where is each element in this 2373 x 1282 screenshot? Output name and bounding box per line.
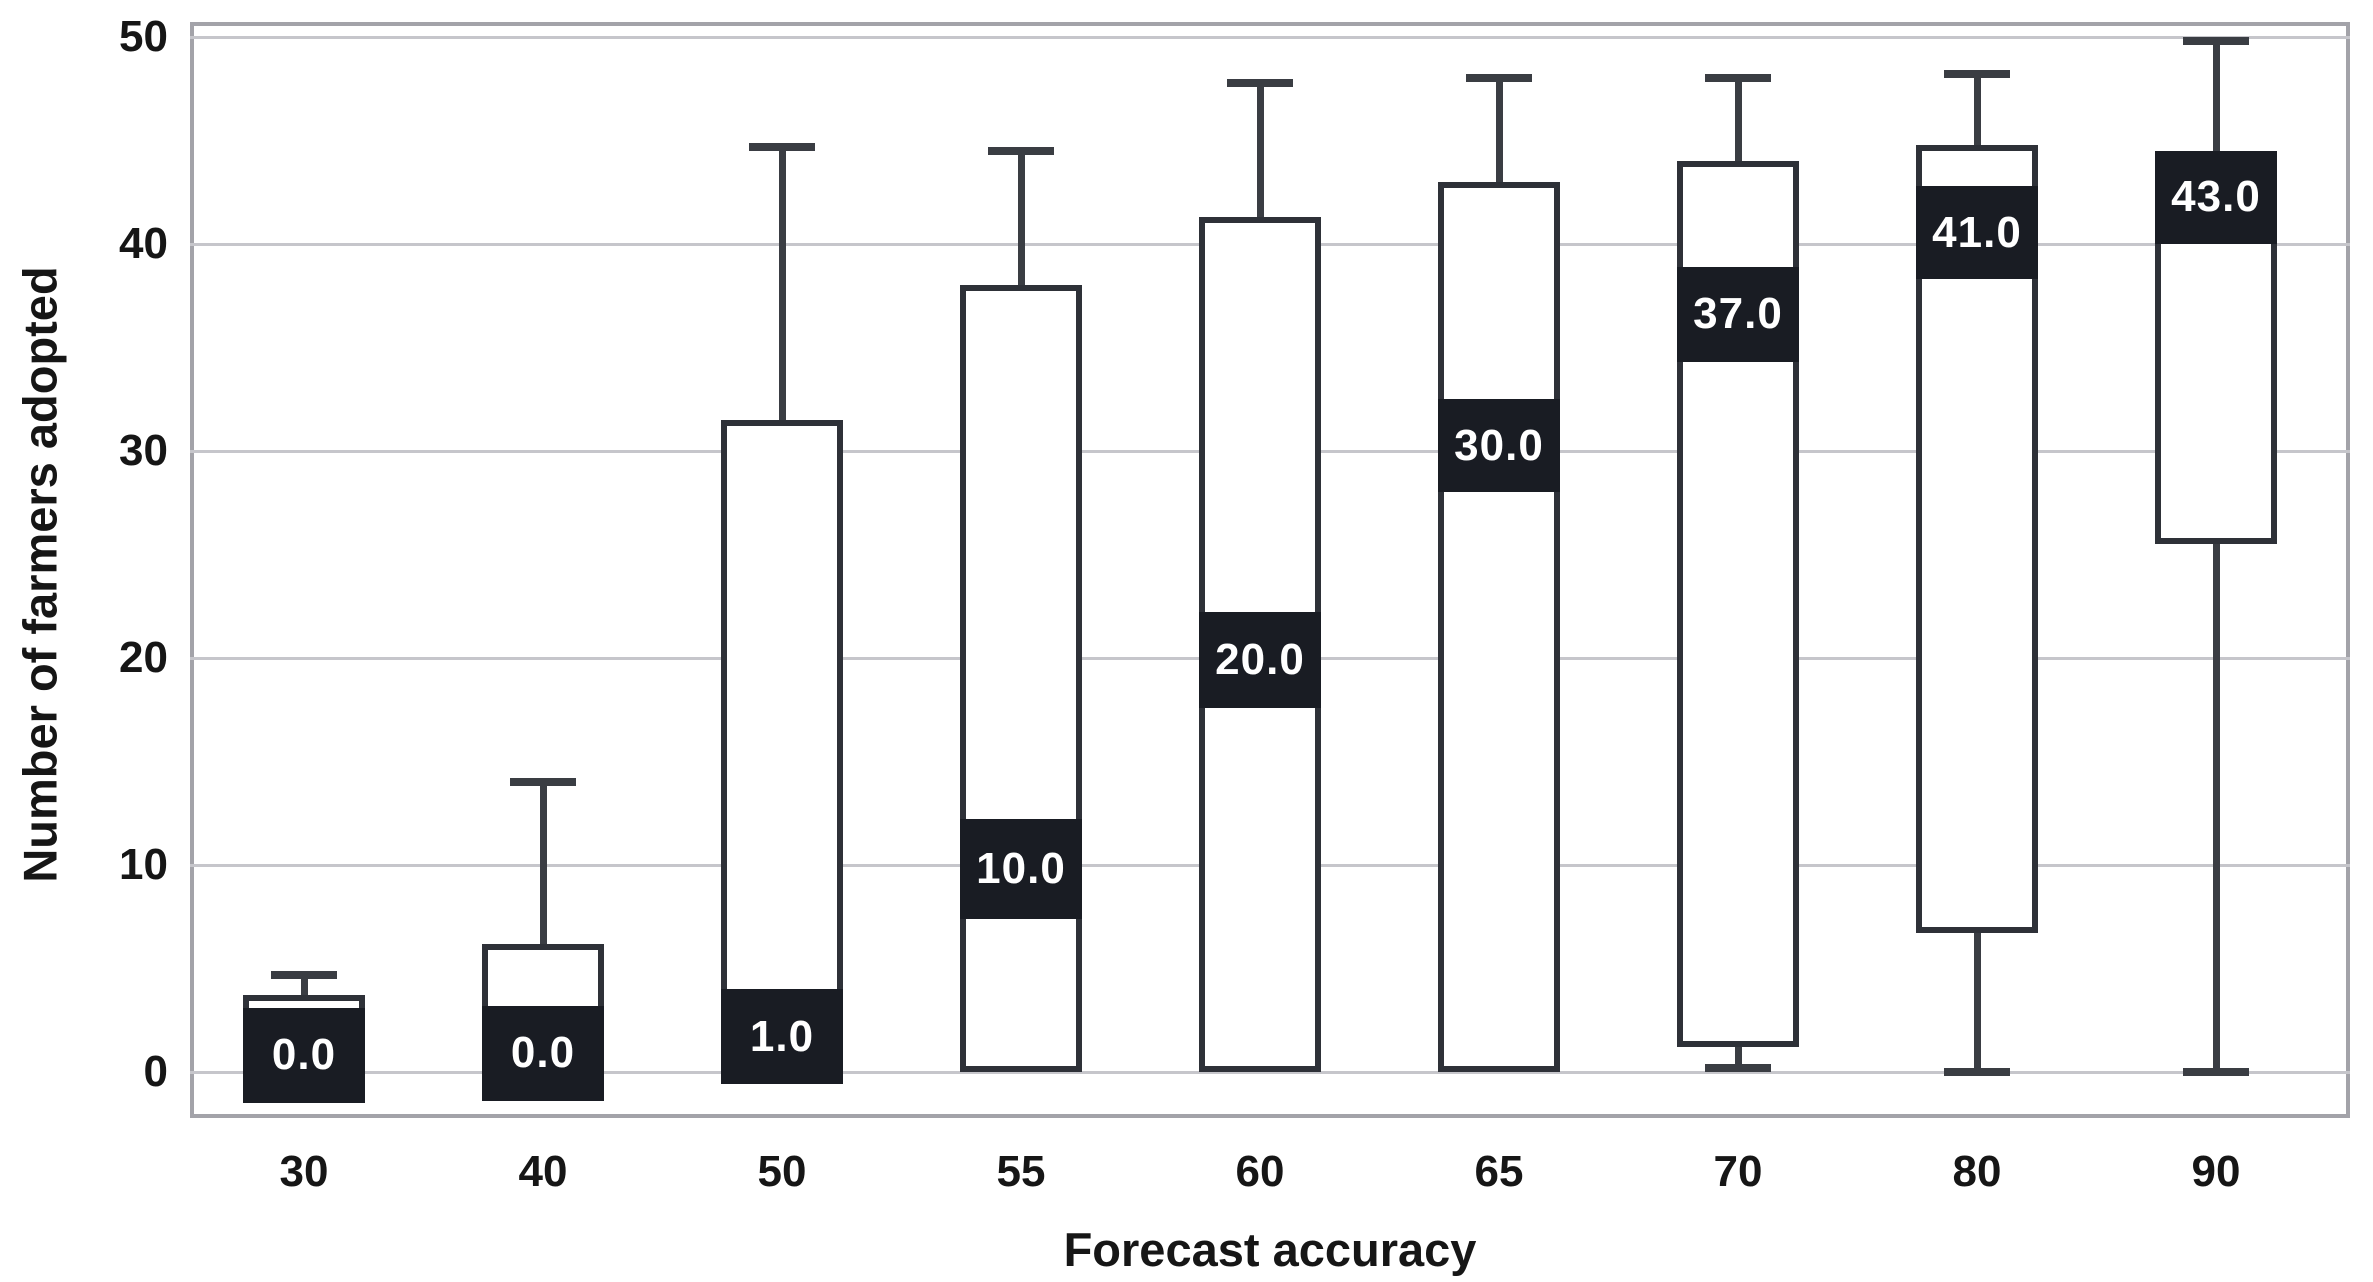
median-band-55: 10.0	[960, 819, 1082, 919]
upper-whisker-cap	[1227, 78, 1293, 87]
y-tick-40: 40	[119, 219, 168, 268]
median-label-70: 37.0	[1693, 289, 1783, 339]
lower-whisker-cap	[1944, 1068, 2010, 1076]
upper-whisker-cap	[1944, 70, 2010, 79]
upper-whisker-cap	[271, 970, 337, 979]
upper-whisker	[778, 146, 786, 420]
y-tick-30: 30	[119, 426, 168, 475]
upper-whisker	[1973, 74, 1981, 145]
median-band-90: 43.0	[2155, 150, 2277, 244]
median-label-90: 43.0	[2171, 172, 2261, 222]
upper-whisker	[300, 974, 308, 996]
x-tick-40: 40	[518, 1147, 568, 1196]
y-axis-title: Number of farmers adopted	[13, 266, 67, 883]
y-tick-50: 50	[119, 12, 168, 61]
median-label-40: 0.0	[510, 1028, 576, 1078]
gridline-0	[190, 1070, 2350, 1074]
upper-whisker-cap	[510, 778, 576, 787]
box-50	[721, 419, 843, 1085]
upper-whisker-cap	[1466, 74, 1532, 83]
median-band-30: 0.0	[243, 1007, 365, 1104]
plot-area	[190, 22, 2350, 1118]
median-band-70: 37.0	[1677, 266, 1799, 362]
median-band-60: 20.0	[1199, 612, 1321, 708]
x-tick-70: 70	[1713, 1147, 1763, 1196]
upper-whisker-cap	[2183, 37, 2249, 46]
x-tick-30: 30	[279, 1147, 329, 1196]
x-tick-90: 90	[2191, 1147, 2241, 1196]
box-65	[1438, 181, 1560, 1072]
upper-whisker	[1734, 78, 1742, 162]
median-band-65: 30.0	[1438, 399, 1560, 493]
upper-whisker-cap	[1705, 74, 1771, 83]
lower-whisker-cap	[1705, 1063, 1771, 1072]
median-label-55: 10.0	[976, 844, 1066, 894]
x-axis-title: Forecast accuracy	[1063, 1223, 1477, 1276]
median-label-50: 1.0	[749, 1011, 815, 1061]
median-label-60: 20.0	[1215, 635, 1305, 685]
lower-whisker	[1973, 933, 1981, 1072]
x-tick-80: 80	[1952, 1147, 2002, 1196]
lower-whisker	[1734, 1047, 1742, 1068]
y-tick-0: 0	[143, 1047, 168, 1096]
upper-whisker	[1017, 150, 1025, 286]
median-label-30: 0.0	[271, 1030, 337, 1080]
box-55	[960, 285, 1082, 1072]
x-tick-60: 60	[1235, 1147, 1285, 1196]
upper-whisker	[1495, 78, 1503, 182]
median-label-65: 30.0	[1454, 420, 1544, 470]
y-tick-10: 10	[119, 840, 168, 889]
median-label-80: 41.0	[1932, 207, 2022, 257]
lower-whisker-cap	[2183, 1068, 2249, 1076]
upper-whisker	[2212, 41, 2220, 151]
lower-whisker	[2212, 544, 2220, 1072]
gridline-50	[190, 35, 2350, 39]
upper-whisker-cap	[749, 142, 815, 151]
x-tick-55: 55	[996, 1147, 1046, 1196]
upper-whisker	[1256, 82, 1264, 218]
median-band-40: 0.0	[482, 1005, 604, 1101]
x-tick-65: 65	[1474, 1147, 1524, 1196]
x-tick-50: 50	[757, 1147, 807, 1196]
median-band-50: 1.0	[721, 989, 843, 1085]
upper-whisker-cap	[988, 146, 1054, 155]
median-band-80: 41.0	[1916, 186, 2038, 280]
upper-whisker	[539, 782, 547, 944]
y-tick-20: 20	[119, 633, 168, 682]
